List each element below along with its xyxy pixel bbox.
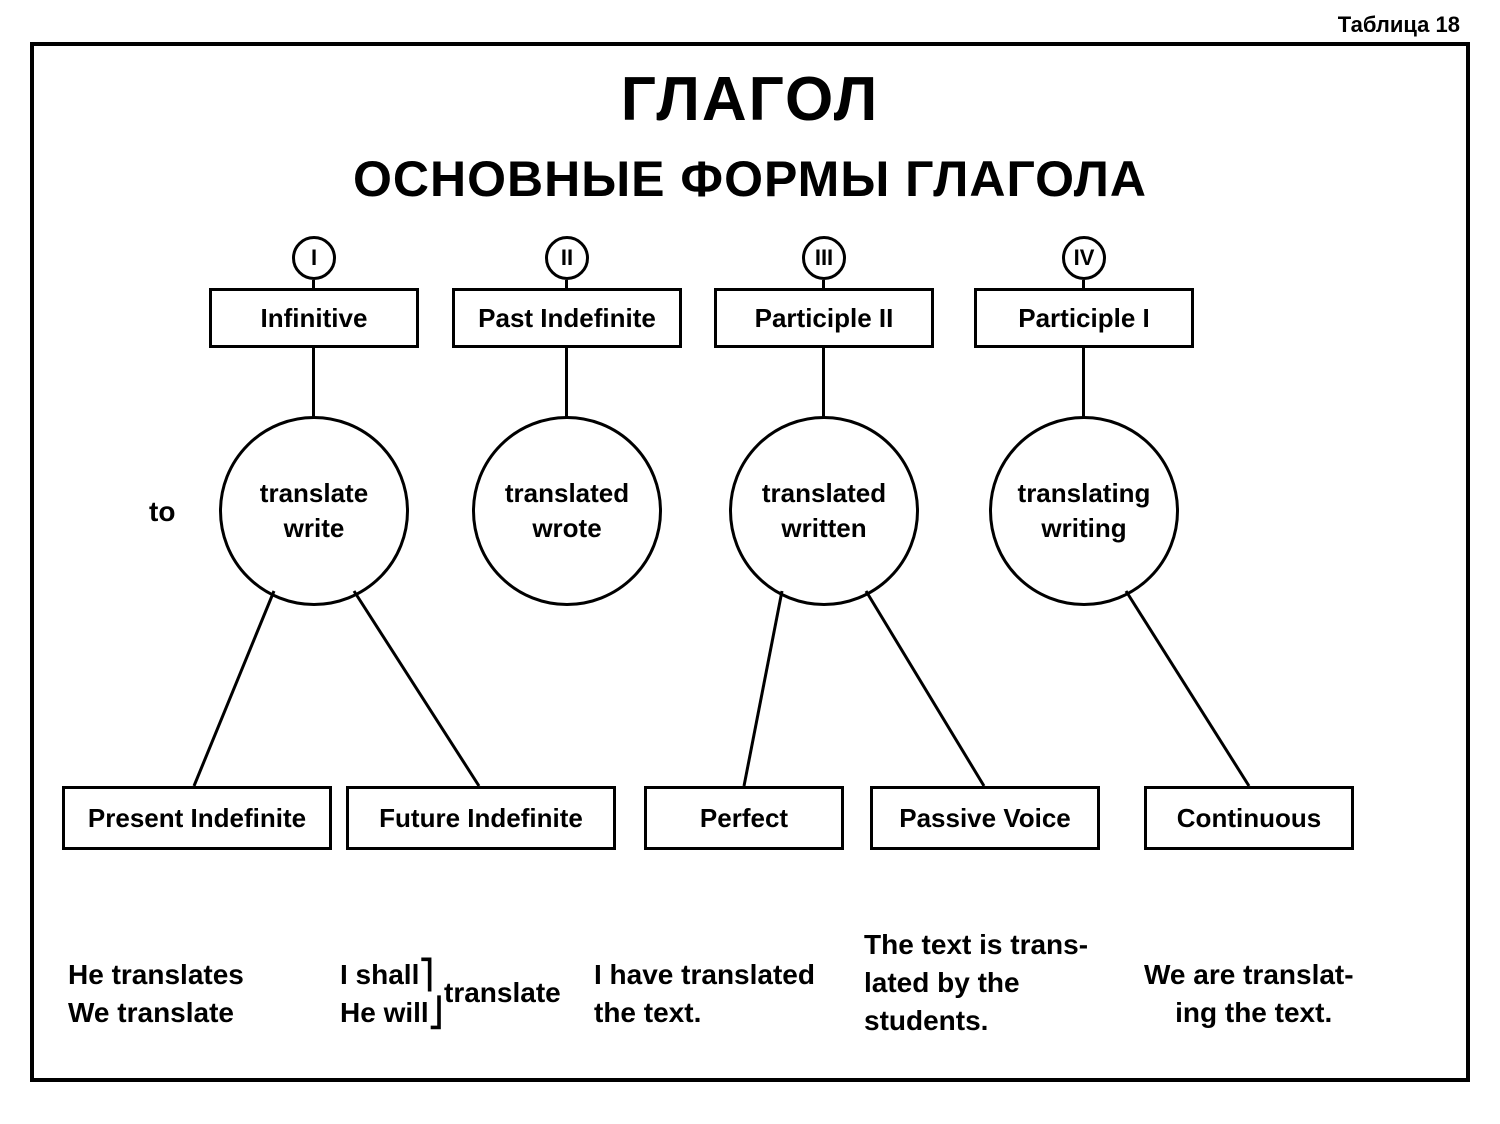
example-passive: The text is trans- lated by the students… (864, 926, 1088, 1039)
numeral-circle-3: III (802, 236, 846, 280)
example-future-indef-aux: I shall⎤ He will⎦ (340, 956, 443, 1032)
tense-box-perfect: Perfect (644, 786, 844, 850)
tense-box-future-indef: Future Indefinite (346, 786, 616, 850)
example-circle-1: translatewrite (219, 416, 409, 606)
tense-box-continuous: Continuous (1144, 786, 1354, 850)
form-box-participle1: Participle I (974, 288, 1194, 348)
example-circle-2: translatedwrote (472, 416, 662, 606)
form-box-past-indef: Past Indefinite (452, 288, 682, 348)
tense-box-passive: Passive Voice (870, 786, 1100, 850)
example-continuous: We are translat- ing the text. (1144, 956, 1354, 1032)
numeral-circle-1: I (292, 236, 336, 280)
title-sub: ОСНОВНЫЕ ФОРМЫ ГЛАГОЛА (34, 150, 1466, 208)
tense-box-present-indef: Present Indefinite (62, 786, 332, 850)
example-circle-3: translatedwritten (729, 416, 919, 606)
connector (312, 348, 315, 418)
example-perfect: I have translated the text. (594, 956, 815, 1032)
diagram-frame: ГЛАГОЛ ОСНОВНЫЕ ФОРМЫ ГЛАГОЛА I Infiniti… (30, 42, 1470, 1082)
numeral-circle-2: II (545, 236, 589, 280)
connector (565, 348, 568, 418)
example-circle-4: translatingwriting (989, 416, 1179, 606)
form-box-infinitive: Infinitive (209, 288, 419, 348)
to-label: to (149, 496, 175, 528)
circle-text: translatedwrote (505, 476, 629, 546)
page-label: Таблица 18 (1338, 12, 1460, 38)
circle-text: translatedwritten (762, 476, 886, 546)
connector (1082, 348, 1085, 418)
form-box-participle2: Participle II (714, 288, 934, 348)
example-future-indef-verb: translate (444, 974, 561, 1012)
connector (822, 348, 825, 418)
example-present-indef: He translates We translate (68, 956, 244, 1032)
numeral-circle-4: IV (1062, 236, 1106, 280)
title-main: ГЛАГОЛ (34, 64, 1466, 135)
circle-text: translatewrite (260, 476, 368, 546)
circle-text: translatingwriting (1018, 476, 1151, 546)
